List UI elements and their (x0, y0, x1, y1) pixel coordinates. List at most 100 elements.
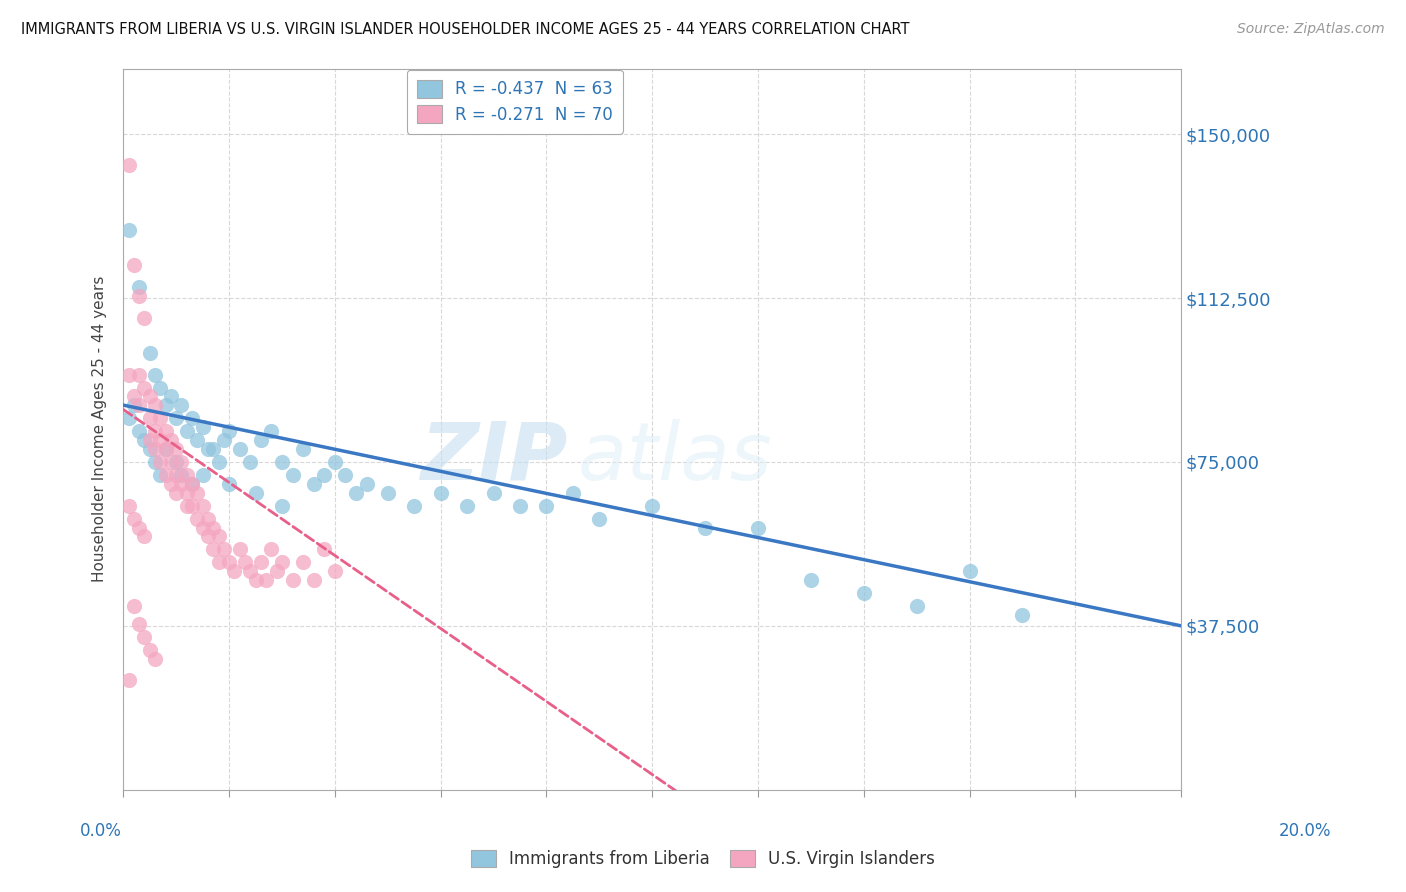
Point (165, 468, 187, 483)
Point (1011, 607, 1033, 622)
Point (212, 433, 235, 447)
Point (160, 476, 183, 491)
Point (271, 499, 294, 513)
Point (149, 433, 172, 447)
Point (160, 389, 183, 403)
Point (482, 485, 505, 500)
Point (245, 573, 267, 587)
Point (122, 389, 145, 403)
Text: IMMIGRANTS FROM LIBERIA VS U.S. VIRGIN ISLANDER HOUSEHOLDER INCOME AGES 25 - 44 : IMMIGRANTS FROM LIBERIA VS U.S. VIRGIN I… (21, 22, 910, 37)
Text: ZIP: ZIP (420, 419, 568, 497)
Point (197, 512, 219, 526)
Point (202, 442, 225, 456)
Text: 20.0%: 20.0% (1278, 822, 1331, 840)
Point (747, 520, 769, 534)
Point (155, 442, 177, 456)
Point (139, 389, 162, 403)
Point (143, 442, 166, 456)
Point (186, 433, 208, 447)
Point (155, 425, 177, 439)
Text: atlas: atlas (578, 419, 773, 497)
Point (212, 542, 235, 557)
Point (155, 468, 177, 483)
Point (250, 433, 273, 447)
Point (218, 425, 240, 439)
Point (959, 564, 981, 578)
Point (245, 485, 267, 500)
Point (149, 468, 172, 483)
Point (117, 223, 139, 237)
Point (186, 485, 208, 500)
Point (122, 258, 145, 272)
Point (191, 499, 214, 513)
Point (122, 512, 145, 526)
Point (561, 485, 583, 500)
Point (239, 564, 262, 578)
Point (404, 499, 426, 513)
Point (143, 398, 166, 412)
Point (254, 573, 277, 587)
Point (117, 411, 139, 425)
Point (181, 476, 204, 491)
Point (207, 556, 229, 570)
Point (139, 433, 162, 447)
Point (139, 643, 162, 657)
Point (128, 425, 150, 439)
Point (852, 586, 875, 600)
Point (271, 556, 294, 570)
Point (197, 442, 219, 456)
Point (588, 512, 610, 526)
Point (197, 529, 219, 543)
Point (139, 345, 162, 359)
Legend: R = -0.437  N = 63, R = -0.271  N = 70: R = -0.437 N = 63, R = -0.271 N = 70 (406, 70, 623, 134)
Point (143, 455, 166, 469)
Point (281, 468, 304, 483)
Point (905, 599, 928, 614)
Point (239, 455, 262, 469)
Point (641, 499, 664, 513)
Point (693, 520, 716, 534)
Point (356, 476, 378, 491)
Point (128, 520, 150, 534)
Y-axis label: Householder Income Ages 25 - 44 years: Householder Income Ages 25 - 44 years (93, 276, 107, 582)
Point (302, 476, 325, 491)
Point (165, 455, 187, 469)
Point (134, 529, 156, 543)
Point (181, 499, 204, 513)
Point (170, 468, 193, 483)
Point (134, 630, 156, 644)
Point (128, 616, 150, 631)
Point (170, 455, 193, 469)
Point (186, 512, 208, 526)
Point (228, 542, 250, 557)
Point (281, 573, 304, 587)
Point (122, 599, 145, 614)
Point (128, 289, 150, 303)
Point (176, 499, 198, 513)
Point (344, 485, 367, 500)
Point (165, 411, 187, 425)
Point (176, 468, 198, 483)
Point (335, 468, 357, 483)
Point (134, 310, 156, 325)
Point (139, 442, 162, 456)
Point (155, 398, 177, 412)
Point (149, 411, 172, 425)
Point (122, 398, 145, 412)
Point (429, 485, 451, 500)
Point (323, 564, 346, 578)
Point (165, 485, 187, 500)
Point (266, 564, 288, 578)
Point (456, 499, 478, 513)
Point (160, 433, 183, 447)
Point (202, 542, 225, 557)
Point (228, 442, 250, 456)
Point (233, 556, 256, 570)
Point (302, 573, 325, 587)
Point (181, 476, 204, 491)
Point (181, 411, 204, 425)
Point (134, 381, 156, 395)
Point (218, 556, 240, 570)
Point (176, 425, 198, 439)
Point (149, 455, 172, 469)
